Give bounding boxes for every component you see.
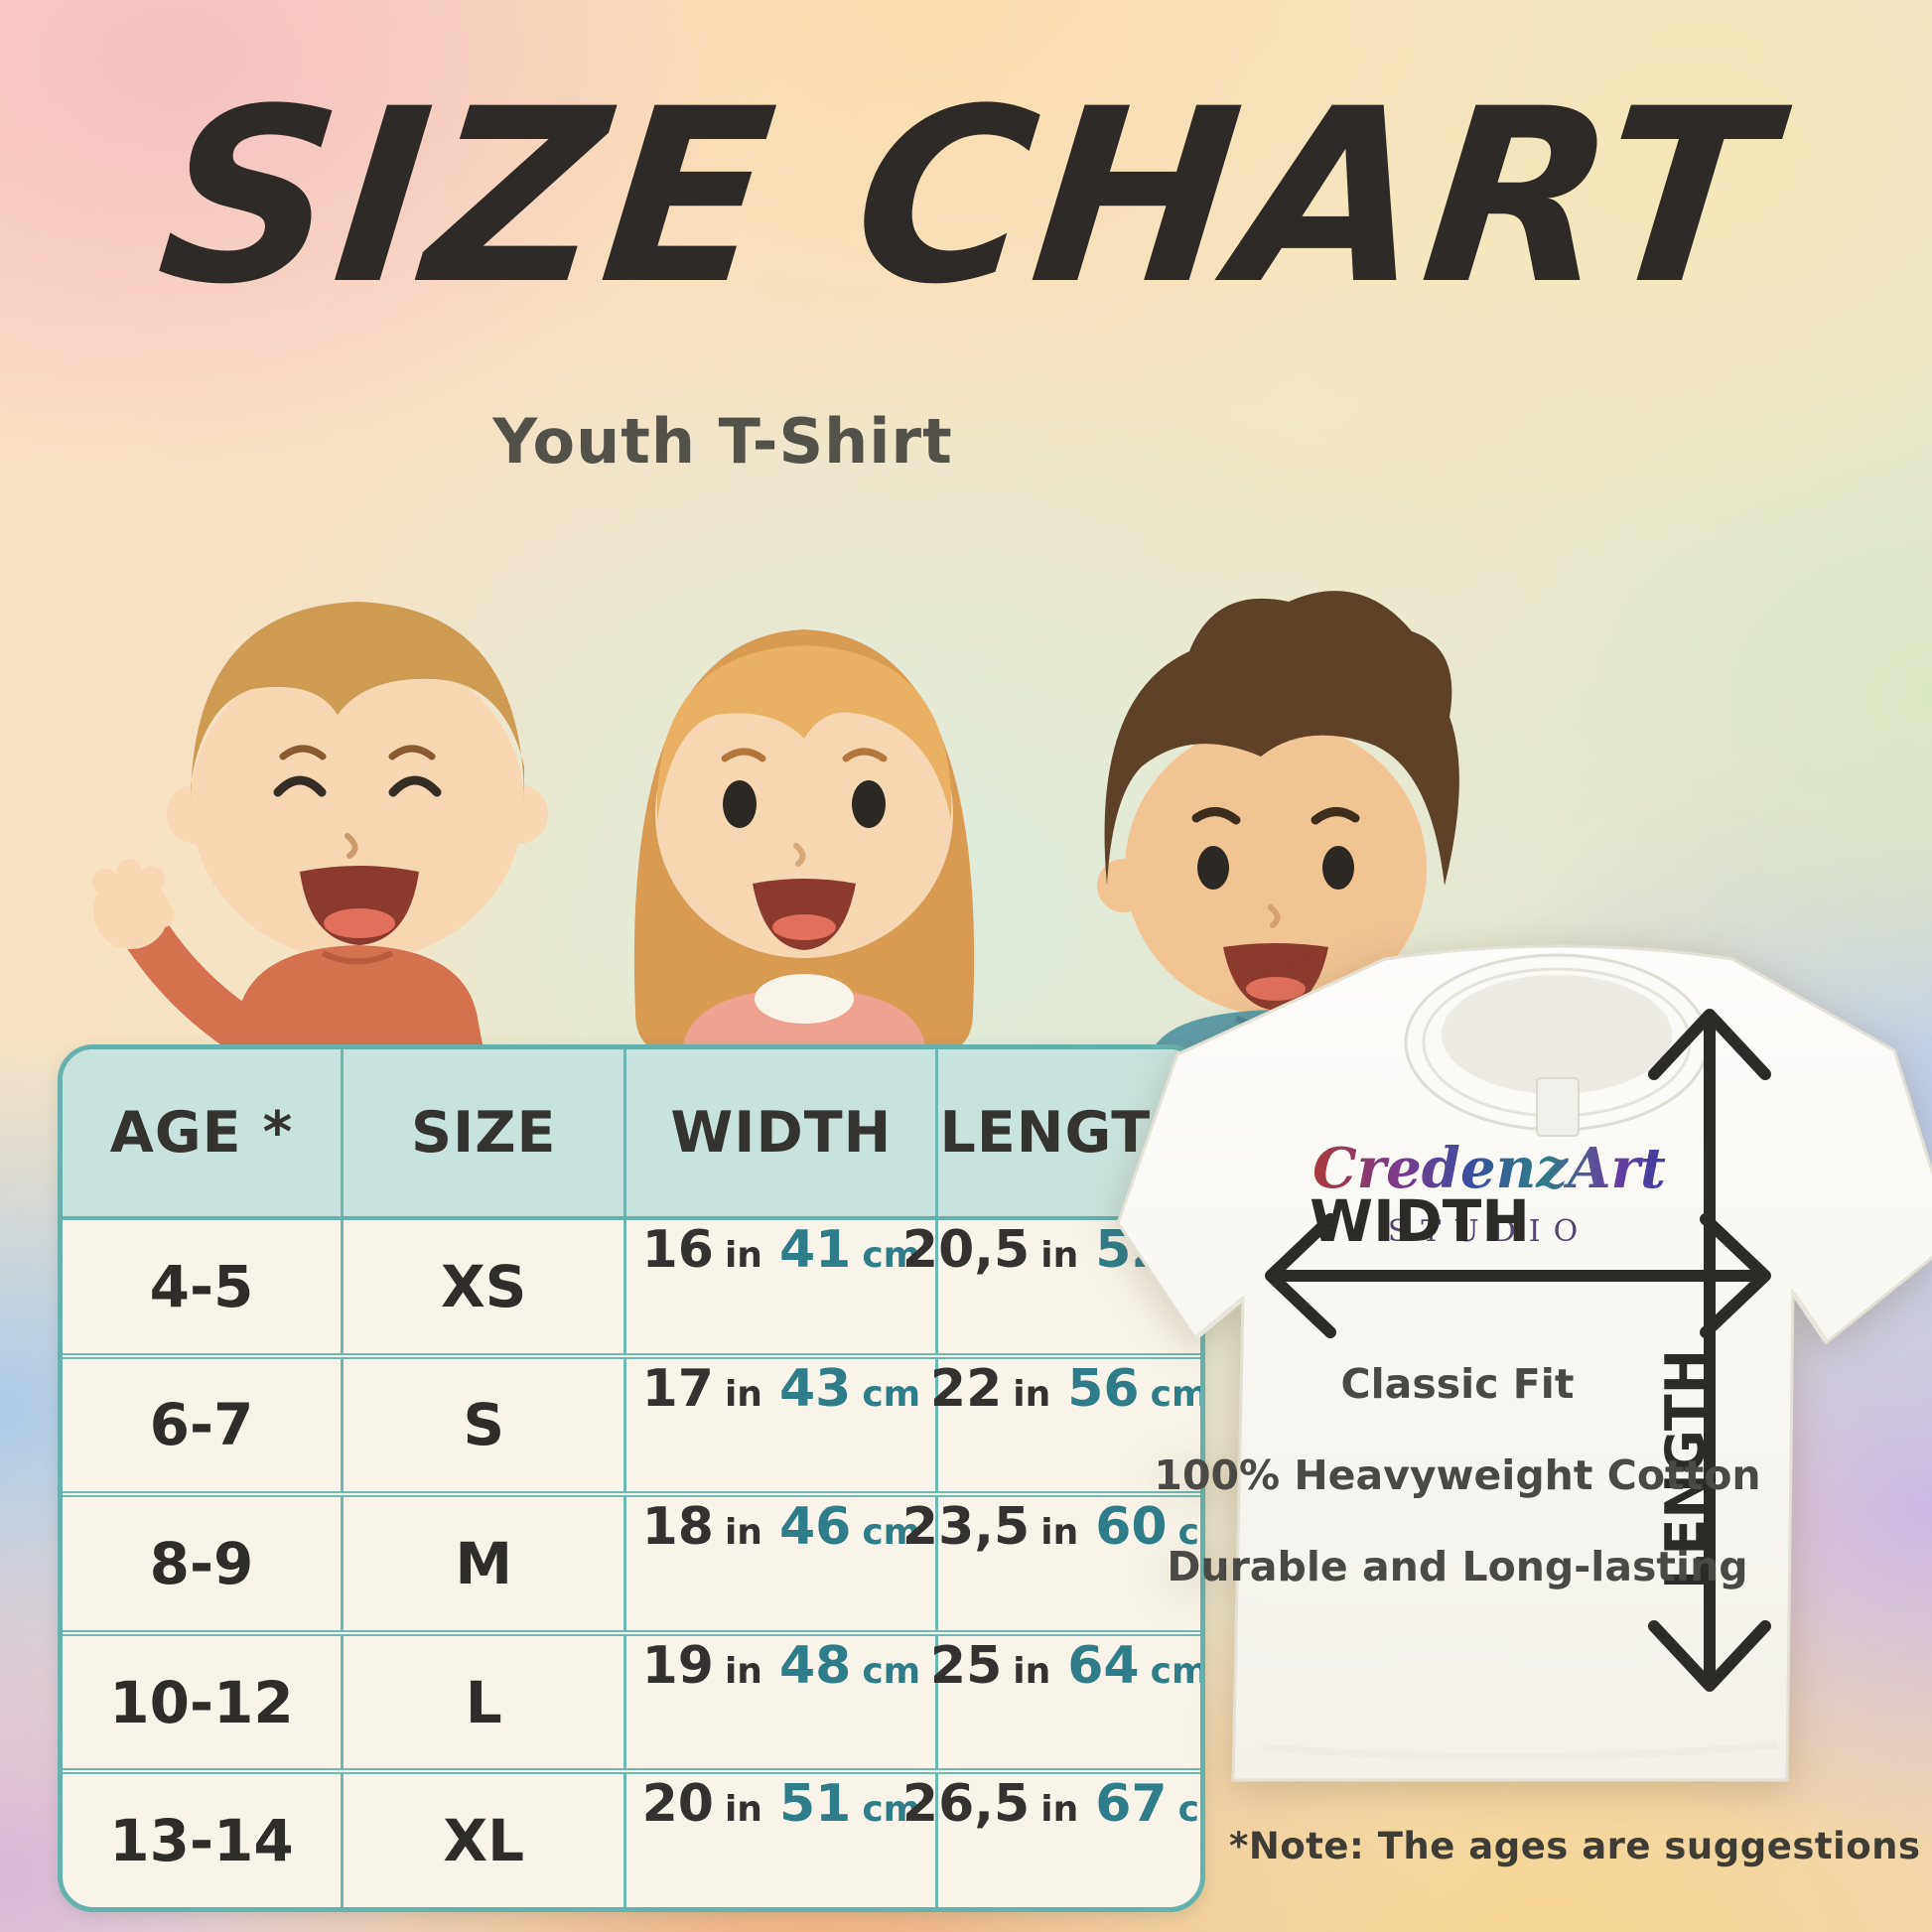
table-row: 10-12 L 19 in 48 cm 25 in 64 cm [63,1629,1200,1769]
length-value: 25 in 64 cm [930,1635,1200,1769]
age-value: 13-14 [63,1774,345,1907]
size-value: L [344,1635,627,1769]
length-cm: 56 [1067,1358,1140,1419]
column-header-age: AGE * [63,1049,345,1216]
width-cm: 43 [778,1358,852,1419]
inches-unit-label: in [724,1373,762,1415]
cm-unit-label: cm [1150,1650,1205,1692]
length-cm: 64 [1067,1635,1140,1696]
age-value: 6-7 [63,1358,345,1492]
length-value: 26,5 in 67 cm [902,1774,1200,1907]
width-inches: 17 [641,1358,714,1419]
inches-unit-label: in [724,1650,762,1692]
size-value: XL [344,1774,627,1907]
cm-unit-label: cm [862,1235,921,1276]
length-inches: 26,5 [901,1774,1031,1835]
width-inches: 16 [641,1220,714,1280]
inches-unit-label: in [1040,1235,1079,1276]
tshirt-features: Classic Fit 100% Heavyweight Cotton Dura… [1154,1360,1760,1590]
cm-unit-label: cm [1150,1373,1205,1415]
tshirt-shape [1116,944,1932,1782]
width-value: 20 in 51 cm [626,1774,939,1907]
inches-unit-label: in [1013,1650,1051,1692]
length-inches: 23,5 [901,1497,1031,1558]
collar-tag [1536,1077,1580,1137]
table-row: 4-5 XS 16 in 41 cm 20,5 in 52 cm [63,1220,1200,1353]
table-row: 6-7 S 17 in 43 cm 22 in 56 cm [63,1352,1200,1492]
width-value: 18 in 46 cm [626,1497,939,1630]
inches-unit-label: in [1040,1789,1079,1831]
length-value: 22 in 56 cm [930,1358,1200,1492]
tshirt-logo: CredenzArt STUDIO [1312,1136,1666,1249]
width-inches: 20 [641,1774,714,1835]
size-value: XS [344,1220,627,1353]
size-value: S [344,1358,627,1492]
inches-unit-label: in [1013,1373,1051,1415]
tshirt-product-image: CredenzArt STUDIO WIDTH LENGTH Classic F… [1116,944,1932,1782]
width-arrow [1265,1213,1771,1338]
column-header-size: SIZE [344,1049,627,1216]
length-value: 23,5 in 60 cm [902,1497,1200,1630]
width-arrow-label: WIDTH [1310,1187,1530,1255]
length-inches: 20,5 [901,1220,1031,1280]
age-value: 8-9 [63,1497,345,1630]
length-cm: 67 [1095,1774,1168,1835]
brand-logo-text: CredenzArt [1312,1136,1666,1201]
cm-unit-label: cm [1177,1789,1200,1831]
cm-unit-label: cm [1177,1512,1200,1554]
width-value: 17 in 43 cm [626,1358,939,1492]
cm-unit-label: cm [862,1650,921,1692]
cm-unit-label: cm [862,1512,921,1554]
page-title: SIZE CHART [148,58,1784,338]
footnote: *Note: The ages are suggestions only [1229,1825,1932,1867]
length-arrow [1648,1009,1771,1692]
width-inches: 19 [641,1635,714,1696]
length-inches: 25 [929,1635,1003,1696]
inches-unit-label: in [724,1789,762,1831]
length-cm: 60 [1095,1497,1168,1558]
cm-unit-label: cm [862,1789,921,1831]
feature-durable: Durable and Long-lasting [1167,1543,1747,1590]
feature-cotton: 100% Heavyweight Cotton [1154,1451,1760,1499]
width-value: 19 in 48 cm [626,1635,939,1769]
width-inches: 18 [641,1497,714,1558]
length-inches: 22 [929,1358,1003,1419]
feature-classic-fit: Classic Fit [1341,1360,1575,1408]
inches-unit-label: in [724,1235,762,1276]
inches-unit-label: in [1040,1512,1079,1554]
age-value: 4-5 [63,1220,345,1353]
width-value: 16 in 41 cm [626,1220,939,1353]
length-arrow-label: LENGTH [1654,1349,1717,1589]
tshirt-collar [1404,953,1710,1137]
size-table: AGE * SIZE WIDTH LENGTH 4-5 XS 16 in 41 … [58,1044,1205,1912]
kid-boy-left-illustration [92,602,548,1092]
table-row: 8-9 M 18 in 46 cm 23,5 in 60 cm [63,1491,1200,1630]
width-cm: 46 [778,1497,852,1558]
width-cm: 48 [778,1635,852,1696]
brand-studio-text: STUDIO [1388,1214,1590,1249]
inches-unit-label: in [724,1512,762,1554]
table-row: 13-14 XL 20 in 51 cm 26,5 in 67 cm [63,1768,1200,1907]
width-cm: 41 [778,1220,852,1280]
size-value: M [344,1497,627,1630]
width-cm: 51 [778,1774,852,1835]
kid-girl-illustration [633,629,975,1092]
page-subtitle: Youth T-Shirt [492,405,953,478]
age-value: 10-12 [63,1635,345,1769]
cm-unit-label: cm [862,1373,921,1415]
size-table-header-row: AGE * SIZE WIDTH LENGTH [63,1049,1200,1220]
column-header-width: WIDTH [626,1049,939,1216]
